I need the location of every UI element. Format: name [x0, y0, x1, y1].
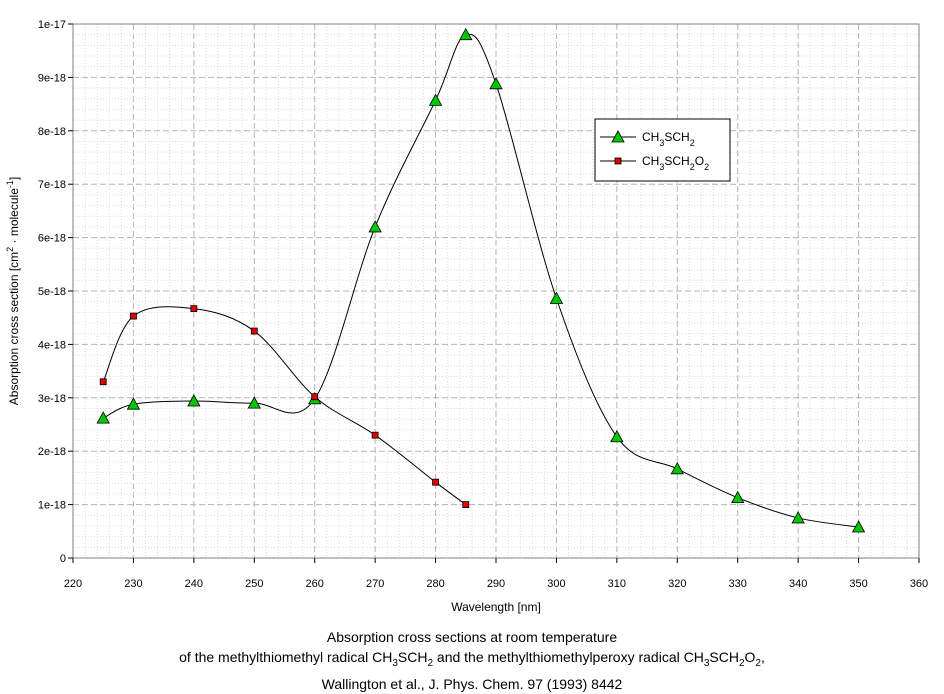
x-tick-label: 220 [64, 578, 82, 590]
y-tick-label: 2e-18 [38, 446, 66, 458]
data-point-triangle [851, 520, 866, 533]
y-tick-label: 1e-18 [38, 500, 66, 512]
data-point-triangle [610, 429, 624, 443]
data-point-triangle [126, 397, 141, 410]
data-point-triangle [428, 93, 443, 106]
x-tick-label: 300 [547, 578, 565, 590]
series-line-1 [102, 306, 467, 506]
x-tick-label: 340 [789, 578, 807, 590]
data-point-triangle [459, 27, 473, 41]
data-point-triangle [670, 461, 684, 475]
x-tick-label: 250 [245, 578, 263, 590]
data-point-triangle [791, 511, 805, 524]
data-point-square [99, 378, 107, 386]
y-tick-label: 5e-18 [38, 286, 66, 298]
y-tick-label: 7e-18 [38, 179, 66, 191]
data-point-triangle [731, 490, 745, 504]
legend-box [594, 118, 731, 182]
x-tick-label: 330 [729, 578, 747, 590]
data-point-square [371, 431, 379, 439]
x-tick-label: 360 [910, 578, 928, 590]
y-tick-label: 4e-18 [38, 339, 66, 351]
caption-line-2: of the methylthiomethyl radical CH3SCH2 … [179, 649, 765, 669]
legend: CH3SCH2 CH3SCH2O2 [594, 118, 731, 182]
data-point-square [462, 501, 470, 509]
legend-marker-0 [611, 130, 625, 143]
grid [72, 23, 920, 559]
data-point-square [130, 312, 137, 320]
caption: Absorption cross sections at room temper… [0, 627, 944, 694]
legend-label-0: CH3SCH2 [642, 130, 695, 148]
x-tick-label: 240 [185, 578, 203, 590]
y-tick-label: 6e-18 [38, 233, 66, 245]
series-group [96, 27, 866, 533]
data-point-triangle [187, 394, 201, 407]
x-axis-title: Wavelength [nm] [451, 600, 541, 614]
x-tick-label: 350 [849, 578, 867, 590]
y-tick-label: 3e-18 [38, 393, 66, 405]
x-tick-label: 260 [306, 578, 324, 590]
x-tick-label: 280 [426, 578, 444, 590]
x-tick-label: 320 [668, 578, 686, 590]
caption-line-3: Wallington et al., J. Phys. Chem. 97 (19… [321, 675, 623, 692]
x-tick-label: 310 [608, 578, 626, 590]
data-point-square [311, 393, 319, 401]
chart: 220 230 240 250 260 270 280 290 300 310 320 330 340 3… [5, 19, 928, 614]
y-tick-label: 8e-18 [38, 126, 66, 138]
y-axis-title: Absorption cross section [cm2 · molecule… [5, 177, 21, 405]
data-point-triangle [96, 411, 110, 424]
data-point-square [250, 327, 258, 335]
data-point-triangle [368, 220, 382, 233]
x-tick-label: 290 [487, 578, 505, 590]
y-tick-label: 9e-18 [38, 72, 66, 84]
y-tick-label: 1e-17 [38, 19, 66, 31]
legend-marker-1 [614, 157, 622, 165]
ticks: 220 230 240 250 260 270 280 290 300 310 320 330 340 3… [38, 19, 928, 590]
x-tick-label: 270 [366, 578, 384, 590]
caption-line-1: Absorption cross sections at room temper… [326, 629, 618, 645]
data-point-square [432, 478, 439, 486]
data-point-triangle [549, 291, 564, 304]
data-point-triangle [247, 396, 261, 409]
x-tick-label: 230 [124, 578, 142, 590]
legend-label-1: CH3SCH2O2 [642, 154, 709, 172]
data-point-square [190, 305, 198, 313]
data-point-triangle [489, 76, 503, 90]
y-tick-label: 0 [60, 553, 66, 565]
